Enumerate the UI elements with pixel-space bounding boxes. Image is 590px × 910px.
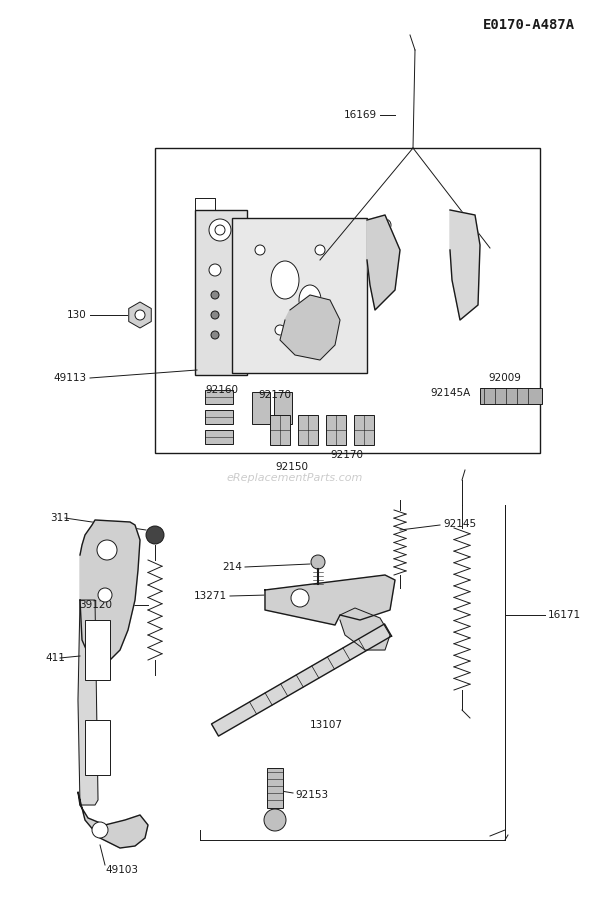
Text: 311: 311 [50,513,70,523]
Bar [270,415,290,445]
Circle shape [146,526,164,544]
Bar [195,210,247,375]
Bar [326,415,346,445]
Polygon shape [129,302,151,328]
Text: 16169: 16169 [344,110,377,120]
Bar [85,720,110,775]
Ellipse shape [299,285,321,315]
Polygon shape [78,600,98,805]
Text: 13271: 13271 [194,591,227,601]
Circle shape [135,310,145,320]
Text: 92150: 92150 [275,462,308,472]
Text: 49113: 49113 [54,373,87,383]
Circle shape [291,589,309,607]
Text: 16171: 16171 [548,610,581,620]
Text: 92153: 92153 [295,790,328,800]
Bar [85,620,110,680]
Bar [252,392,270,424]
Polygon shape [280,295,340,360]
Text: eReplacementParts.com: eReplacementParts.com [227,473,363,483]
Bar [205,390,233,404]
Polygon shape [450,210,480,320]
Text: 411: 411 [45,653,65,663]
Text: 92160: 92160 [205,385,238,395]
Bar [298,415,318,445]
Circle shape [98,588,112,602]
Circle shape [315,245,325,255]
Text: 92145A: 92145A [430,388,470,398]
Bar [274,392,292,424]
Circle shape [457,217,467,227]
Bar [267,768,283,808]
Ellipse shape [271,261,299,299]
Text: 214: 214 [222,562,242,572]
Bar [480,388,542,404]
Circle shape [211,291,219,299]
Circle shape [311,555,325,569]
Bar [205,430,233,444]
Bar [155,148,540,453]
Text: 39120: 39120 [79,600,112,610]
Circle shape [209,219,231,241]
Text: 13107: 13107 [310,720,343,730]
Bar [205,410,233,424]
Circle shape [211,311,219,319]
Bar [354,415,374,445]
Text: 49103: 49103 [105,865,138,875]
Polygon shape [367,215,400,310]
Circle shape [264,809,286,831]
Text: 92170: 92170 [258,390,291,400]
Text: 92170: 92170 [330,450,363,460]
Text: 130: 130 [67,310,87,320]
Polygon shape [78,792,148,848]
Circle shape [209,264,221,276]
Polygon shape [340,608,390,650]
Circle shape [379,219,391,231]
Circle shape [305,345,315,355]
Text: E0170-A487A: E0170-A487A [483,18,575,32]
Polygon shape [211,624,392,736]
Circle shape [215,225,225,235]
Circle shape [275,325,285,335]
Text: 92145: 92145 [443,519,476,529]
Text: 92009: 92009 [488,373,521,383]
Bar [232,218,367,373]
Circle shape [92,822,108,838]
Polygon shape [80,520,140,662]
Circle shape [211,331,219,339]
Polygon shape [265,575,395,625]
Circle shape [97,540,117,560]
Circle shape [255,245,265,255]
